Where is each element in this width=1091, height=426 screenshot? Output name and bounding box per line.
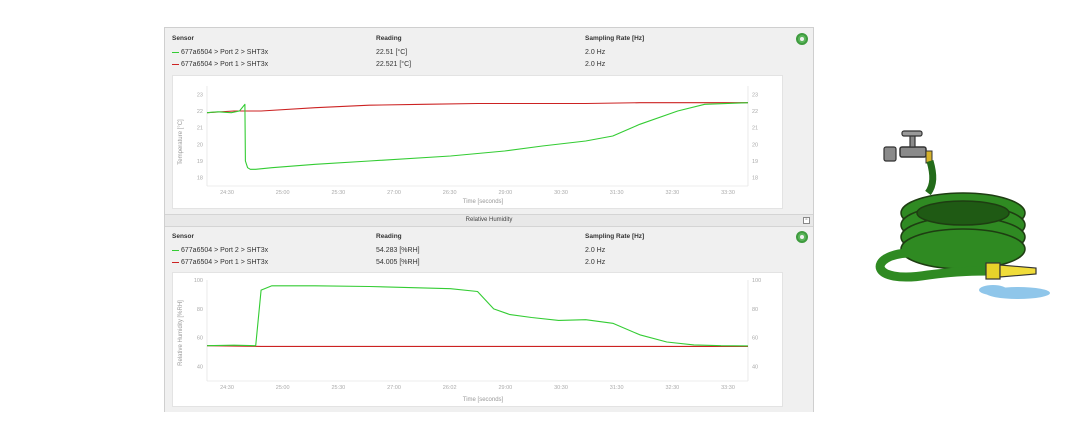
sensor-label: 677a6504 > Port 1 > SHT3x bbox=[181, 61, 269, 68]
legend-row[interactable]: 677a6504 > Port 2 > SHT3x bbox=[172, 49, 268, 56]
x-tick-label: 33:30 bbox=[721, 385, 735, 391]
legend-swatch-green bbox=[172, 51, 179, 54]
legend-row[interactable]: 677a6504 > Port 1 > SHT3x bbox=[172, 259, 268, 266]
x-tick-label: 25:30 bbox=[331, 190, 345, 196]
legend-swatch-red bbox=[172, 261, 179, 264]
y-tick-label: 80 bbox=[197, 307, 203, 313]
sensor-header: Sensor bbox=[172, 233, 195, 240]
y-tick-label-right: 19 bbox=[752, 159, 758, 165]
x-axis-label: Time [seconds] bbox=[463, 199, 504, 205]
y-tick-label-right: 18 bbox=[752, 176, 758, 182]
x-tick-label: 27:00 bbox=[387, 385, 401, 391]
garden-hose-illustration bbox=[875, 130, 1050, 299]
x-tick-label: 25:30 bbox=[331, 385, 345, 391]
gear-icon[interactable] bbox=[796, 231, 808, 243]
x-tick-label: 32:30 bbox=[665, 190, 679, 196]
nozzle-icon bbox=[985, 262, 1037, 280]
x-tick-label: 25:00 bbox=[276, 190, 290, 196]
y-tick-label: 60 bbox=[197, 336, 203, 342]
section-divider: Relative Humidity ▫ bbox=[165, 214, 813, 227]
rate-header: Sampling Rate [Hz] bbox=[585, 35, 645, 42]
y-axis-label: Temperature [°C] bbox=[178, 119, 184, 165]
legend-row[interactable]: 677a6504 > Port 2 > SHT3x bbox=[172, 247, 268, 254]
y-tick-label-right: 23 bbox=[752, 92, 758, 98]
y-tick-label: 100 bbox=[194, 278, 203, 284]
y-tick-label: 21 bbox=[197, 126, 203, 132]
rate-value: 2.0 Hz bbox=[585, 259, 606, 266]
reading-value: 22.521 [°C] bbox=[376, 61, 412, 68]
y-tick-label-right: 80 bbox=[752, 307, 758, 313]
x-tick-label: 33:30 bbox=[721, 190, 735, 196]
y-tick-label: 40 bbox=[197, 365, 203, 371]
legend-swatch-red bbox=[172, 63, 179, 66]
y-tick-label-right: 20 bbox=[752, 142, 758, 148]
series-line-1 bbox=[206, 345, 748, 347]
series-line-1 bbox=[206, 102, 748, 114]
x-tick-label: 26:02 bbox=[443, 385, 457, 391]
y-tick-label-right: 22 bbox=[752, 109, 758, 115]
water-puddle bbox=[979, 285, 1007, 295]
x-tick-label: 31:30 bbox=[610, 190, 624, 196]
reading-header: Reading bbox=[376, 233, 402, 240]
temperature-plot-area[interactable]: Temperature [°C] Time [seconds] 18 18 19 19… bbox=[172, 75, 783, 209]
rate-value: 2.0 Hz bbox=[585, 247, 606, 254]
rate-value: 2.0 Hz bbox=[585, 61, 606, 68]
rate-header: Sampling Rate [Hz] bbox=[585, 233, 645, 240]
y-axis-label: Relative Humidity [%RH] bbox=[178, 300, 184, 366]
faucet-icon bbox=[883, 130, 933, 164]
legend-row[interactable]: 677a6504 > Port 1 > SHT3x bbox=[172, 61, 268, 68]
y-tick-label-right: 21 bbox=[752, 126, 758, 132]
y-tick-label: 19 bbox=[197, 159, 203, 165]
x-tick-label: 25:00 bbox=[276, 385, 290, 391]
y-tick-label: 23 bbox=[197, 92, 203, 98]
x-tick-label: 30:30 bbox=[554, 385, 568, 391]
humidity-section-title: Relative Humidity bbox=[465, 217, 513, 223]
y-tick-label: 18 bbox=[197, 176, 203, 182]
x-tick-label: 24:30 bbox=[220, 385, 234, 391]
collapse-icon[interactable]: ▫ bbox=[803, 217, 810, 224]
x-tick-label: 26:30 bbox=[443, 190, 457, 196]
sensor-header: Sensor bbox=[172, 35, 195, 42]
temperature-section: Sensor Reading Sampling Rate [Hz] 677a65… bbox=[165, 28, 813, 214]
y-tick-label: 22 bbox=[197, 109, 203, 115]
humidity-section: Sensor Reading Sampling Rate [Hz] 677a65… bbox=[165, 227, 813, 412]
x-axis-label: Time [seconds] bbox=[463, 397, 504, 403]
x-tick-label: 29:00 bbox=[498, 190, 512, 196]
y-tick-label-right: 60 bbox=[752, 336, 758, 342]
x-tick-label: 29:00 bbox=[498, 385, 512, 391]
sensor-label: 677a6504 > Port 2 > SHT3x bbox=[181, 247, 269, 254]
reading-header: Reading bbox=[376, 35, 402, 42]
y-tick-label-right: 100 bbox=[752, 278, 761, 284]
x-tick-label: 24:30 bbox=[220, 190, 234, 196]
sensor-label: 677a6504 > Port 2 > SHT3x bbox=[181, 49, 269, 56]
rate-value: 2.0 Hz bbox=[585, 49, 606, 56]
x-tick-label: 27:00 bbox=[387, 190, 401, 196]
humidity-plot-area[interactable]: Relative Humidity [%RH] Time [seconds] 4… bbox=[172, 272, 783, 407]
humidity-chart: Relative Humidity [%RH] Time [seconds] 4… bbox=[178, 278, 761, 403]
y-tick-label-right: 40 bbox=[752, 365, 758, 371]
x-tick-label: 32:30 bbox=[665, 385, 679, 391]
gear-icon[interactable] bbox=[796, 33, 808, 45]
reading-value: 54.283 [%RH] bbox=[376, 247, 420, 254]
hose-coil bbox=[875, 160, 1026, 282]
reading-value: 22.51 [°C] bbox=[376, 49, 408, 56]
x-tick-label: 30:30 bbox=[554, 190, 568, 196]
reading-value: 54.005 [%RH] bbox=[376, 259, 420, 266]
y-tick-label: 20 bbox=[197, 142, 203, 148]
temperature-chart: Temperature [°C] Time [seconds] 18 18 19 19… bbox=[178, 86, 758, 205]
series-line-0 bbox=[206, 285, 749, 347]
sensor-label: 677a6504 > Port 1 > SHT3x bbox=[181, 259, 269, 266]
sensor-dashboard: Sensor Reading Sampling Rate [Hz] 677a65… bbox=[164, 27, 814, 412]
x-tick-label: 31:30 bbox=[610, 385, 624, 391]
legend-swatch-green bbox=[172, 249, 179, 252]
series-line-0 bbox=[206, 102, 749, 170]
